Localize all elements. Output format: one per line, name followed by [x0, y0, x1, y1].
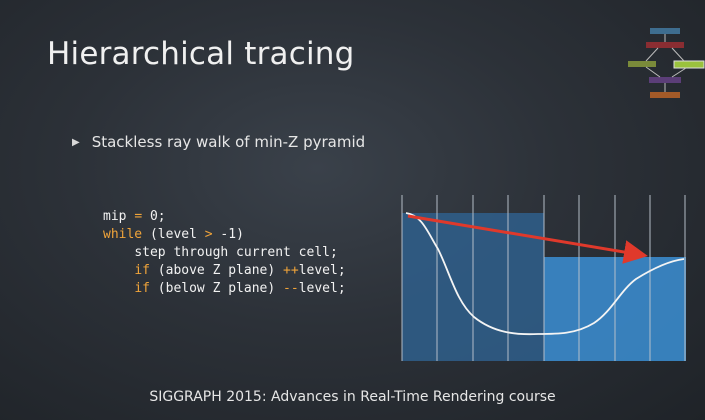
code-line: if (above Z plane) ++level; — [134, 263, 346, 278]
code-line: step through current cell; — [134, 245, 338, 260]
pipeline-diagram-icon — [628, 28, 705, 98]
slide-title: Hierarchical tracing — [47, 36, 355, 72]
bullet-item: ▶ Stackless ray walk of min-Z pyramid — [72, 133, 365, 151]
code-line: while (level > -1) — [103, 227, 244, 242]
bullet-text: Stackless ray walk of min-Z pyramid — [91, 133, 366, 151]
triangle-right-icon: ▶ — [72, 136, 80, 148]
ray-arrow — [407, 214, 648, 264]
depth-curve — [405, 212, 685, 336]
code-block: mip = 0; while (level > -1) step through … — [103, 208, 346, 298]
footer-caption: SIGGRAPH 2015: Advances in Real-Time Ren… — [149, 389, 556, 405]
code-line: if (below Z plane) --level; — [134, 281, 346, 296]
min-z-pyramid-diagram — [401, 195, 686, 361]
code-line: mip = 0; — [103, 209, 166, 224]
